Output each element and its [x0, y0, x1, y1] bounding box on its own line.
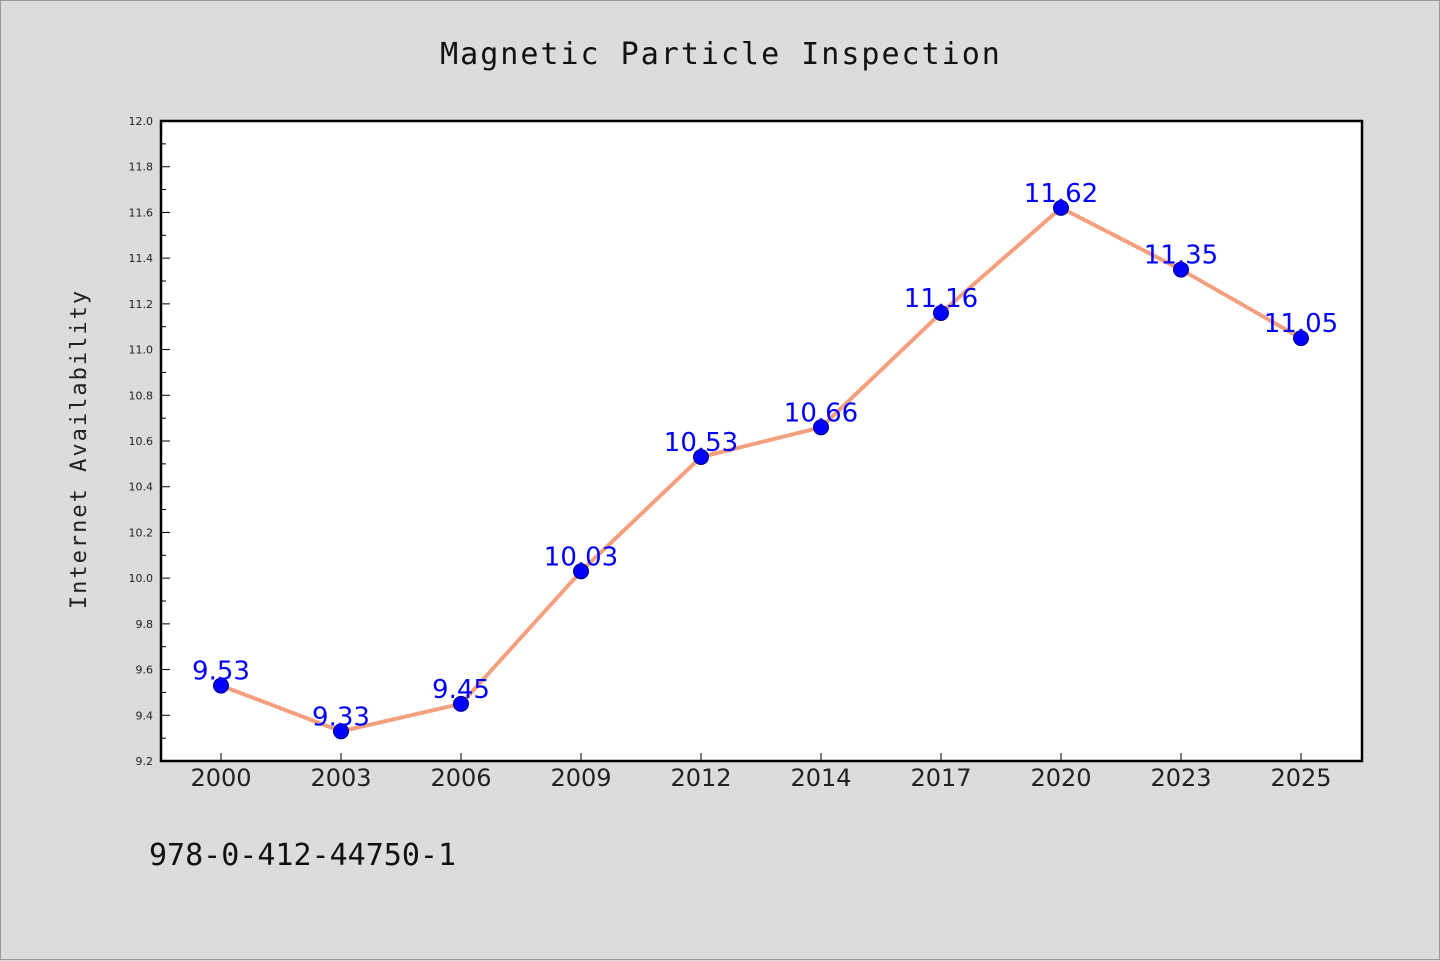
data-label: 11.62	[1024, 179, 1098, 209]
y-tick-label: 11.6	[129, 206, 154, 219]
x-tick-label: 2014	[790, 764, 851, 792]
data-point-marker	[813, 419, 829, 436]
y-tick-label: 10.2	[129, 526, 154, 539]
x-tick-label: 2003	[310, 764, 371, 792]
x-tick-label: 2023	[1150, 764, 1211, 792]
data-label: 9.33	[312, 702, 370, 732]
x-tick-label: 2009	[550, 764, 611, 792]
y-tick-label: 11.4	[129, 252, 154, 265]
y-tick-label: 10.4	[129, 481, 154, 494]
y-tick-label: 11.0	[129, 344, 154, 357]
data-label: 9.45	[432, 675, 490, 705]
y-tick-label: 9.4	[136, 709, 154, 722]
x-tick-label: 2006	[430, 764, 491, 792]
series-layer	[213, 199, 1309, 740]
data-point-marker	[573, 563, 589, 580]
x-tick-label: 2025	[1270, 764, 1331, 792]
y-tick-label: 9.8	[136, 618, 154, 631]
data-label: 10.03	[544, 542, 618, 572]
y-tick-label: 9.2	[136, 755, 154, 768]
x-tick-label: 2017	[910, 764, 971, 792]
data-label: 11.35	[1144, 241, 1218, 271]
data-label: 9.53	[192, 657, 250, 687]
data-point-marker	[1173, 261, 1189, 278]
y-tick-label: 9.6	[136, 664, 154, 677]
footer-isbn-text: 978-0-412-44750-1	[149, 838, 456, 873]
y-tick-label: 10.8	[129, 389, 154, 402]
data-label: 11.16	[904, 284, 978, 314]
data-point-marker	[693, 449, 709, 465]
data-point-marker	[933, 305, 949, 321]
y-tick-label: 10.0	[129, 572, 154, 585]
data-label: 10.66	[784, 398, 858, 428]
y-tick-label: 11.2	[129, 298, 154, 311]
x-tick-label: 2012	[670, 764, 731, 792]
x-axis: 2000 2003 2006 2009 2012 2014 2017 2020 2023 2025	[190, 753, 1332, 792]
data-point-marker	[213, 677, 229, 694]
x-tick-label: 2020	[1030, 764, 1091, 792]
data-labels: 9.53 9.33 9.45 10.03 10.53 10.66 11.16 11.62 11.…	[192, 179, 1338, 732]
y-tick-label: 12.0	[129, 115, 154, 128]
x-tick-label: 2000	[190, 764, 251, 792]
data-point-marker	[333, 723, 349, 740]
series-line	[219, 205, 1303, 734]
data-point-marker	[1053, 199, 1069, 216]
plot-border	[159, 119, 1364, 763]
data-label: 10.53	[664, 428, 738, 458]
y-axis-label: Internet Availability	[67, 289, 92, 609]
y-axis: 9.2 9.4 9.6 9.8 10.0 10.2 10.4 10.6 10.8 11.0 11.2…	[129, 115, 170, 768]
y-tick-label: 11.8	[129, 161, 154, 174]
data-point-marker	[453, 695, 469, 712]
data-label: 11.05	[1264, 309, 1338, 339]
chart-title: Magnetic Particle Inspection	[440, 37, 1002, 72]
y-tick-label: 10.6	[129, 435, 154, 448]
data-point-marker	[1293, 330, 1309, 347]
